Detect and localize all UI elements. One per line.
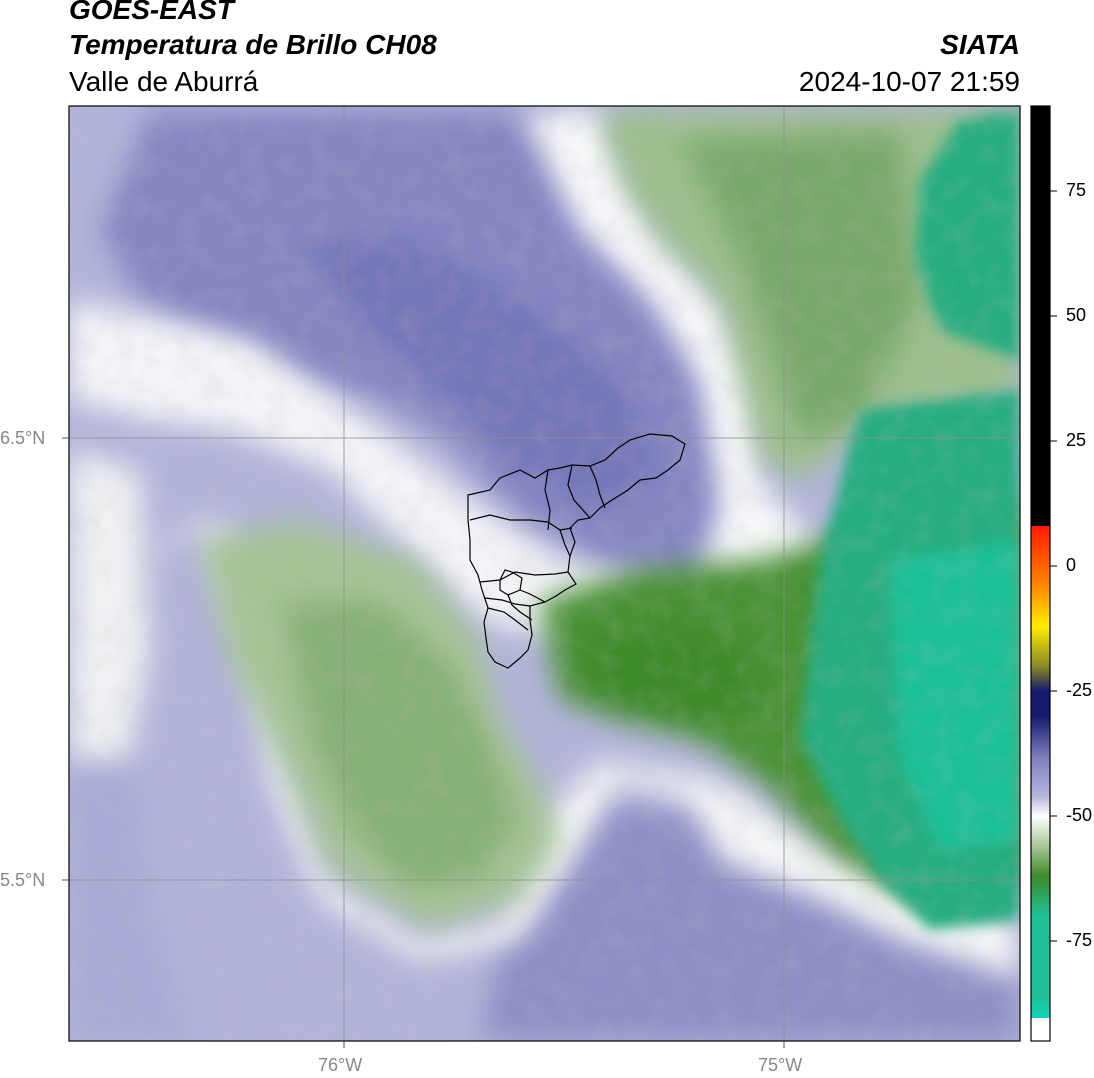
datetime-label: 2024-10-07 21:59 bbox=[798, 66, 1020, 97]
colorbar-tick-label: -75 bbox=[1066, 930, 1093, 950]
colorbar-tick-label: 25 bbox=[1066, 430, 1087, 450]
satellite-title: GOES-EAST bbox=[69, 0, 234, 25]
lat-label-6.5: 6.5°N bbox=[0, 428, 46, 448]
region-title: Valle de Aburrá bbox=[69, 66, 259, 97]
colorbar-tick-label: -50 bbox=[1066, 805, 1093, 825]
colorbar-tick-label: 50 bbox=[1066, 305, 1087, 325]
colorbar bbox=[1030, 105, 1057, 1042]
colorbar-tick-label: -25 bbox=[1066, 680, 1093, 700]
lon-label-75: 75°W bbox=[758, 1055, 803, 1075]
colorbar-tick-label: 0 bbox=[1066, 555, 1077, 575]
valle-de-aburra-boundaries bbox=[467, 433, 686, 669]
brightness-temperature-field bbox=[69, 106, 1020, 1041]
colorbar-frame bbox=[1030, 105, 1051, 1042]
lon-label-76: 76°W bbox=[318, 1055, 363, 1075]
organization-label: SIATA bbox=[940, 29, 1020, 60]
colorbar-tick-label: 75 bbox=[1066, 180, 1087, 200]
product-title: Temperatura de Brillo CH08 bbox=[69, 29, 437, 60]
map-frame bbox=[68, 105, 1021, 1042]
lat-label-5.5: 5.5°N bbox=[0, 870, 46, 890]
